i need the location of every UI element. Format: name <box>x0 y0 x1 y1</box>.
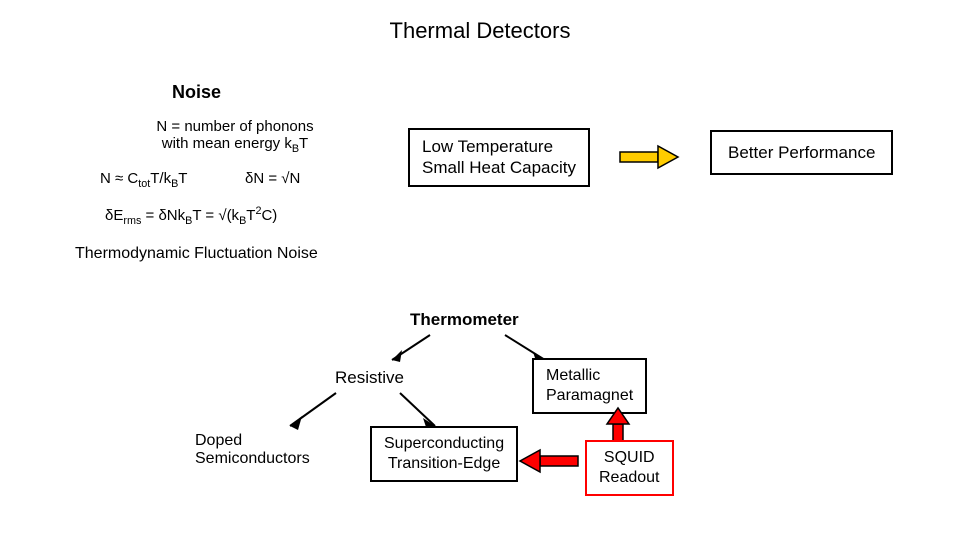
arrow-red-up-icon <box>605 408 631 444</box>
thermometer-label: Thermometer <box>410 310 519 330</box>
box-line: Paramagnet <box>546 387 633 404</box>
eq-text: N = number of phonons <box>156 118 313 135</box>
label-line: Doped <box>195 432 242 449</box>
arrow-yellow-icon <box>620 142 690 172</box>
arrow-black-left-icon <box>380 330 440 370</box>
eq-text: T <box>299 135 308 152</box>
label-line: Semiconductors <box>195 450 310 467</box>
box-line: Readout <box>599 469 660 486</box>
eq-sub: B <box>292 143 299 155</box>
superconducting-te-box: Superconducting Transition-Edge <box>370 426 518 482</box>
eq-text: with mean energy k <box>162 135 292 152</box>
eq-sub: tot <box>138 178 150 190</box>
tfn-label: Thermodynamic Fluctuation Noise <box>75 245 318 263</box>
box-line: Better Performance <box>728 143 875 162</box>
box-line: Transition-Edge <box>388 455 500 472</box>
metallic-paramagnet-box: Metallic Paramagnet <box>532 358 647 414</box>
page-title: Thermal Detectors <box>0 18 960 44</box>
eq-text: T <box>178 170 187 187</box>
low-temp-box: Low Temperature Small Heat Capacity <box>408 128 590 187</box>
eq-delta-n: δN = √N <box>245 170 300 187</box>
noise-heading: Noise <box>172 82 221 103</box>
arrow-black-left2-icon <box>278 388 348 438</box>
eq-text: δE <box>105 207 123 224</box>
eq-text: N ≈ C <box>100 170 138 187</box>
eq-n-approx: N ≈ CtotT/kBT <box>100 170 187 190</box>
box-line: Low Temperature <box>422 137 553 156</box>
eq-delta-erms: δErms = δNkBT = √(kBT2C) <box>105 205 277 227</box>
eq-phonon-desc: N = number of phonons with mean energy k… <box>125 118 345 155</box>
eq-text: T/k <box>150 170 171 187</box>
box-line: Superconducting <box>384 435 504 452</box>
doped-semiconductors-label: Doped Semiconductors <box>195 432 310 468</box>
box-line: SQUID <box>604 449 655 466</box>
box-line: Metallic <box>546 367 600 384</box>
arrow-red-left-icon <box>518 448 588 474</box>
eq-sub: rms <box>123 215 141 227</box>
eq-text: = δNk <box>141 207 185 224</box>
eq-text: C) <box>261 207 277 224</box>
resistive-label: Resistive <box>335 368 404 388</box>
box-line: Small Heat Capacity <box>422 158 576 177</box>
squid-readout-box: SQUID Readout <box>585 440 674 496</box>
eq-text: T = √(k <box>192 207 239 224</box>
better-performance-box: Better Performance <box>710 130 893 175</box>
